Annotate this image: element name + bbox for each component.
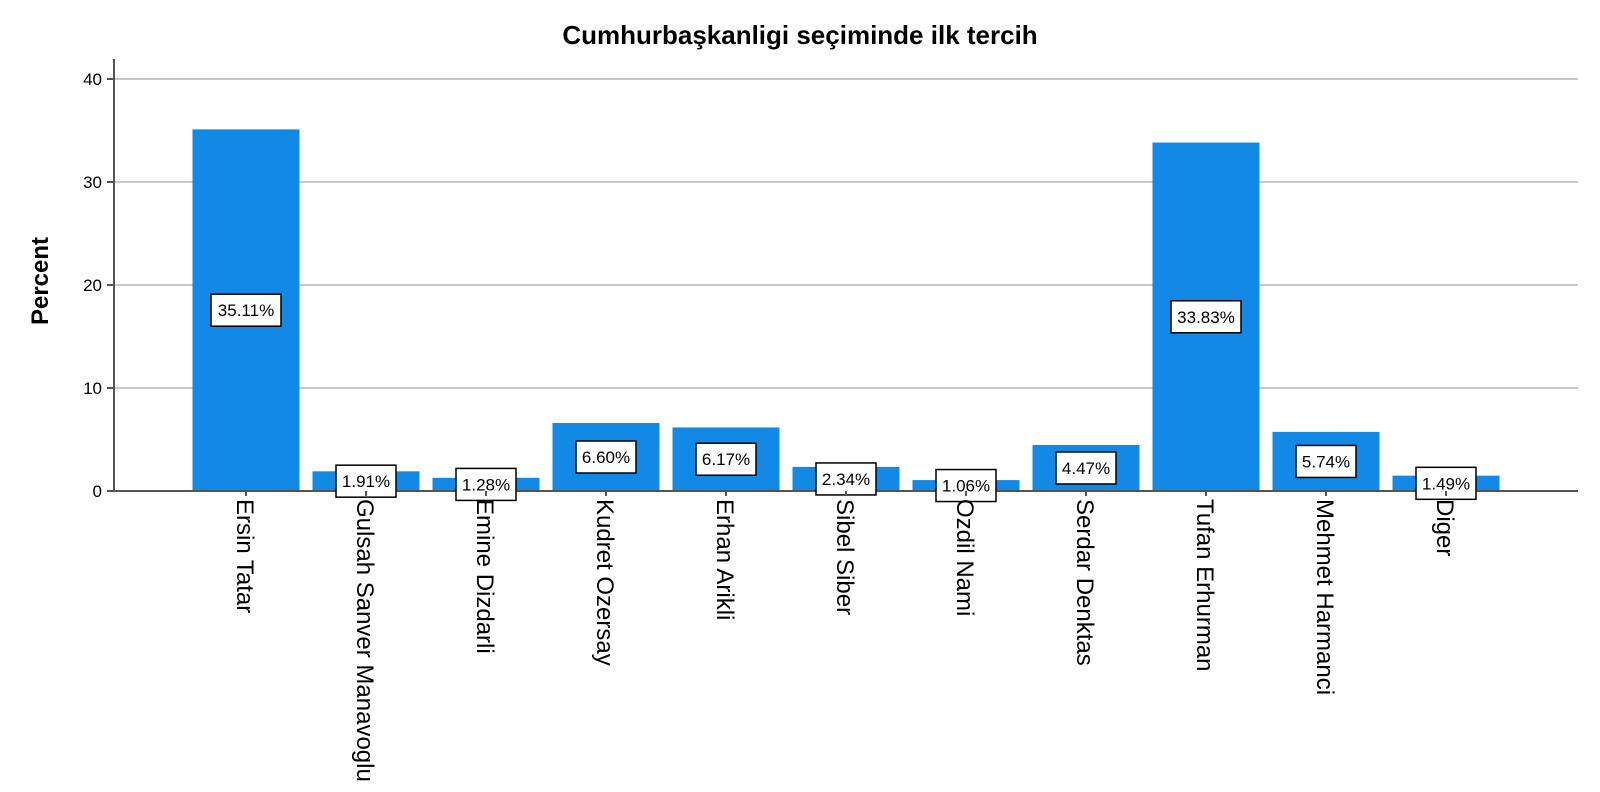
data-label-text: 33.83% [1177,308,1235,327]
data-label-text: 1.91% [342,472,390,491]
data-label: 4.47% [1055,451,1117,485]
x-tick-label: Gulsah Sanver Manavoglu [351,499,378,782]
y-tick-label: 20 [83,276,102,295]
y-axis-label: Percent [27,237,54,325]
x-tick-label: Sibel Siber [831,499,858,615]
data-label-text: 35.11% [218,301,274,320]
data-label: 1.06% [935,468,997,503]
data-label-text: 2.34% [822,470,870,489]
x-tick-label: Serdar Denktas [1071,499,1098,666]
data-label: 6.17% [695,442,757,476]
x-tick-label: Erhan Arikli [711,499,738,620]
data-label-text: 1.06% [942,477,990,496]
data-label-text: 6.17% [702,450,750,469]
x-tick-label: Diger [1431,499,1458,556]
data-label: 33.83% [1170,300,1242,334]
data-label-box [815,462,877,496]
data-label-text: 1.49% [1422,474,1470,493]
x-tick-label: Tufan Erhurman [1191,499,1218,672]
y-tick-label: 30 [83,173,102,192]
data-label-box [575,440,637,474]
bars [192,129,1500,491]
x-tick-labels: Ersin Tatar Gulsah Sanver Manavoglu Emine … [231,491,1458,782]
data-label-box [935,468,997,503]
y-tick-label: 0 [93,482,102,501]
data-label-box [695,442,757,476]
data-label: 2.34% [815,462,877,496]
gridlines [114,78,1578,389]
data-label-box [1055,451,1117,485]
data-label: 6.60% [575,440,637,474]
data-label-box [210,293,282,327]
data-label-text: 6.60% [582,448,630,467]
data-label-text: 1.28% [462,475,510,494]
data-label-text: 5.74% [1302,452,1350,471]
y-tick-label: 40 [83,70,102,89]
data-label: 35.11% [210,293,282,327]
data-label-box [1170,300,1242,334]
data-label: 5.74% [1295,444,1357,479]
x-tick-label: Ozdil Nami [951,499,978,616]
data-label-text: 4.47% [1062,459,1110,478]
data-labels: 35.11% 1.91% 1.28% 6.60% 6.17% 2.34% 1.06% 4.47… [210,293,1477,503]
x-tick-label: Mehmet Harmanci [1311,499,1338,695]
x-tick-label: Ersin Tatar [231,499,258,613]
y-tick-label: 10 [83,379,102,398]
chart-title: Cumhurbaşkanligi seçiminde ilk tercih [562,20,1037,50]
x-tick-label: Emine Dizdarli [471,499,498,654]
x-tick-label: Kudret Ozersay [591,499,618,666]
data-label-box [1295,444,1357,479]
